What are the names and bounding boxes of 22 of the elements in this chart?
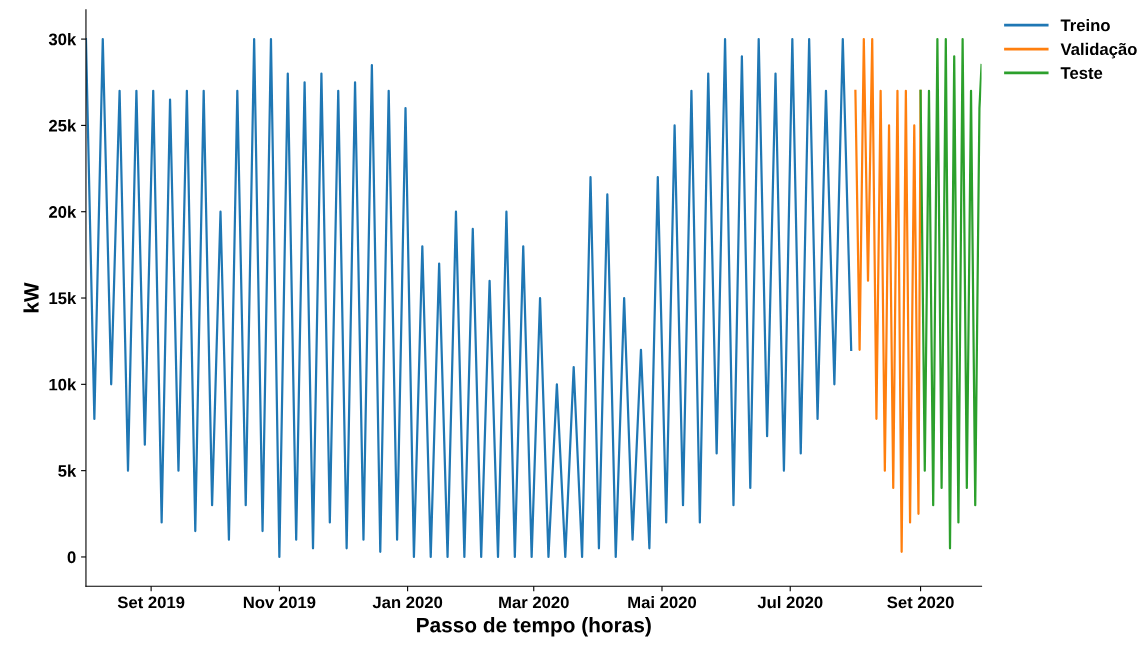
x-tick-label: Nov 2019 [243,596,316,609]
x-tick-label: Mar 2020 [499,596,569,609]
x-tick-label: Mai 2020 [628,596,697,609]
legend-label: Teste [1060,67,1103,79]
y-tick-label: 30k [48,33,77,46]
line-series [85,37,853,559]
y-tick-label: 25k [49,119,77,132]
x-tick-label: Set 2019 [117,596,185,609]
y-tick-label: 10k [49,378,77,391]
y-tick-label: 5k [58,464,77,477]
x-axis-title: Passo de tempo (horas) [417,617,651,637]
x-tick-label: Jul 2020 [757,596,823,609]
y-axis-title: kW [23,282,39,313]
x-tick-label: Set 2020 [887,596,954,609]
x-tick-label: Jan 2020 [372,596,443,609]
y-tick-label: 20k [49,205,77,218]
line-series [919,37,982,550]
y-tick-label: 15k [49,291,77,305]
line-series [854,37,922,553]
legend-label: Treino [1060,18,1110,32]
legend-label: Validação [1060,42,1137,59]
y-tick-label: 0 [67,551,76,564]
